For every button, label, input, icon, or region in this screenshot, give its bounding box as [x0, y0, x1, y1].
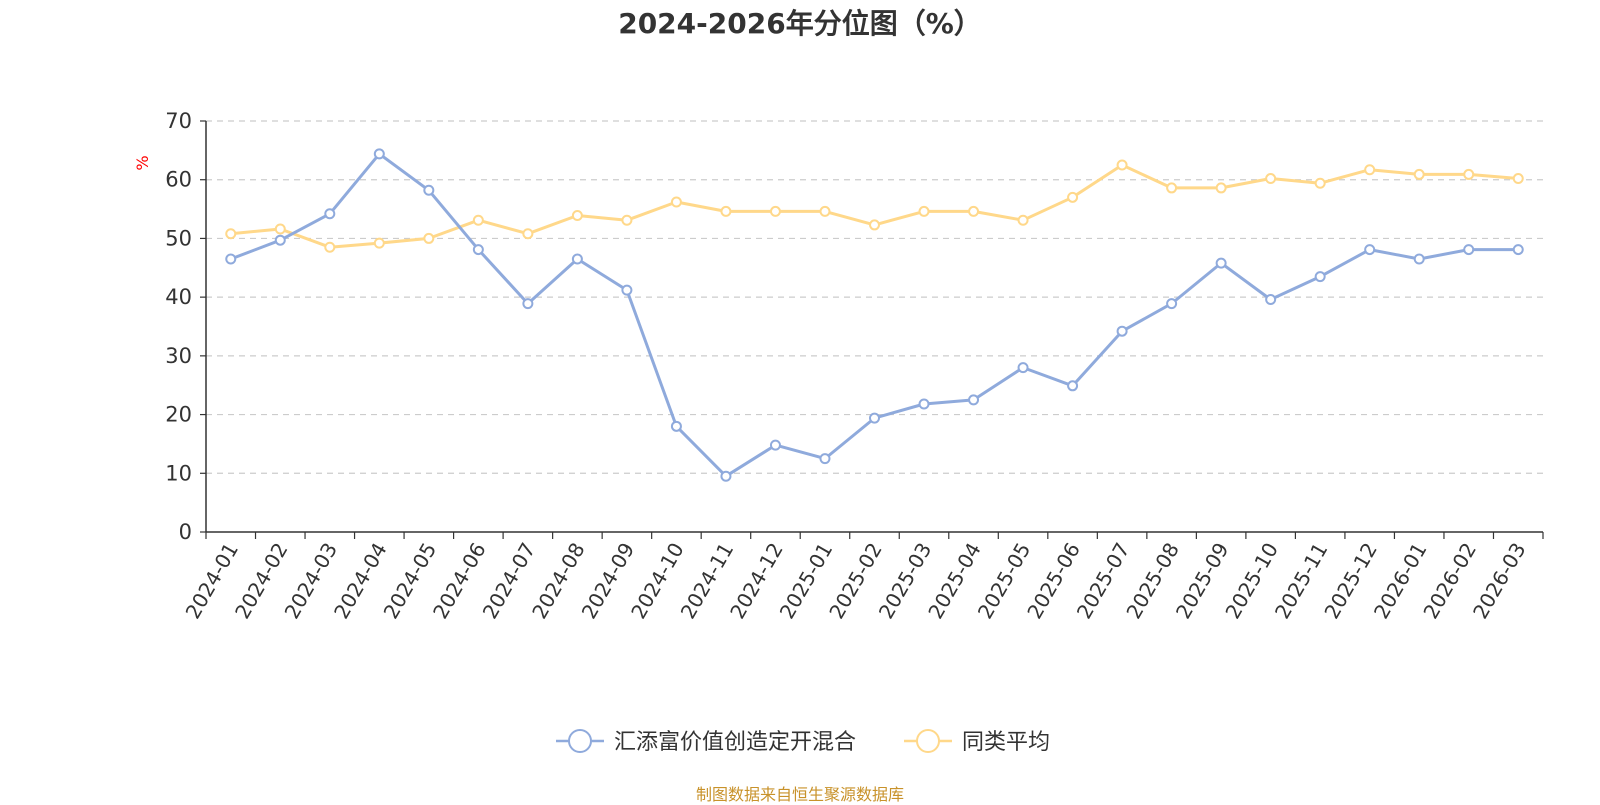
data-point [1512, 244, 1524, 256]
data-point [670, 420, 682, 432]
y-tick-label: 30 [165, 344, 192, 368]
data-point [1364, 164, 1376, 176]
data-point [1166, 298, 1178, 310]
data-point [225, 253, 237, 265]
data-point [324, 241, 336, 253]
data-point [522, 298, 534, 310]
chart-title: 2024-2026年分位图（%） [618, 7, 982, 40]
data-point [720, 470, 732, 482]
legend-label: 同类平均 [962, 730, 1050, 755]
data-point [571, 210, 583, 222]
data-point [819, 205, 831, 217]
data-point [1215, 257, 1227, 269]
data-point [423, 232, 435, 244]
data-point [1166, 182, 1178, 194]
data-point [621, 284, 633, 296]
data-point [869, 412, 880, 424]
data-point [522, 228, 534, 240]
legend-label: 汇添富价值创造定开混合 [614, 730, 856, 755]
data-point [769, 439, 781, 451]
data-point [1364, 244, 1376, 256]
data-point [720, 205, 732, 217]
y-tick-label: 70 [165, 109, 192, 133]
data-point [472, 214, 484, 226]
data-point [1463, 168, 1475, 180]
data-point [1067, 380, 1079, 392]
data-point [1265, 293, 1277, 305]
data-point [769, 205, 781, 217]
series-line [230, 152, 1519, 478]
data-point [918, 398, 930, 410]
y-tick-label: 0 [179, 520, 192, 544]
y-tick-label: 10 [165, 461, 192, 485]
data-point [1017, 362, 1029, 374]
data-point [373, 148, 385, 160]
series-line [230, 163, 1519, 249]
legend-marker [916, 729, 940, 753]
data-point [869, 219, 880, 231]
data-point [918, 205, 930, 217]
data-point [819, 453, 831, 465]
data-point [670, 196, 682, 208]
data-point [324, 208, 336, 220]
data-point [1413, 168, 1425, 180]
data-point [225, 228, 237, 240]
data-point [968, 394, 980, 406]
y-tick-label: 40 [165, 285, 192, 309]
data-point [373, 237, 385, 249]
data-point [621, 214, 633, 226]
y-tick-label: 50 [165, 226, 192, 250]
data-point [274, 223, 286, 235]
data-point [1413, 253, 1425, 265]
y-tick-label: 20 [165, 403, 192, 427]
data-point [423, 184, 435, 196]
data-point [472, 244, 484, 256]
y-axis-label: % [133, 155, 152, 170]
data-point [968, 205, 980, 217]
data-point [1265, 173, 1277, 185]
data-point [1067, 191, 1079, 203]
legend-marker [568, 729, 592, 753]
data-point [1215, 182, 1227, 194]
data-point [274, 234, 286, 246]
data-point [1512, 173, 1524, 185]
data-point [571, 253, 583, 265]
y-tick-label: 60 [165, 168, 192, 192]
data-point [1314, 177, 1326, 189]
data-point [1116, 159, 1128, 171]
data-point [1314, 271, 1326, 283]
data-point [1463, 244, 1475, 256]
data-point [1017, 214, 1029, 226]
source-note: 制图数据来自恒生聚源数据库 [695, 785, 904, 804]
data-point [1116, 325, 1128, 337]
